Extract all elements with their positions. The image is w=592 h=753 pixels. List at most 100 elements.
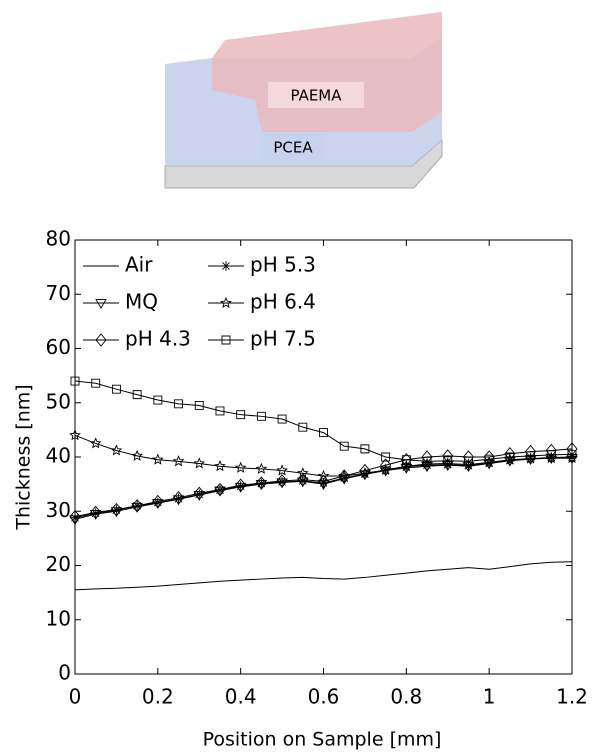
- legend-label: MQ: [125, 290, 158, 314]
- series: [70, 376, 577, 466]
- marker: [255, 476, 267, 490]
- marker: [546, 450, 556, 460]
- marker: [132, 500, 143, 511]
- marker: [484, 454, 494, 464]
- marker: [401, 455, 411, 465]
- y-tick-label: 70: [46, 281, 71, 305]
- marker: [546, 452, 557, 463]
- marker: [504, 455, 515, 466]
- label-box: [262, 134, 324, 160]
- marker: [214, 460, 226, 472]
- y-tick-label: 0: [58, 661, 71, 685]
- marker: [276, 464, 288, 476]
- marker: [567, 449, 577, 459]
- marker: [277, 414, 287, 424]
- marker: [111, 384, 121, 394]
- marker: [193, 457, 206, 469]
- marker: [400, 460, 413, 472]
- marker: [95, 333, 107, 347]
- legend-label: pH 5.3: [250, 253, 316, 277]
- marker: [194, 401, 204, 410]
- line: [74, 434, 572, 477]
- marker: [277, 476, 288, 487]
- marker: [110, 502, 123, 517]
- y-tick-label: 40: [46, 444, 71, 468]
- marker: [422, 456, 432, 466]
- marker: [70, 512, 80, 523]
- marker: [221, 261, 231, 271]
- marker: [296, 467, 309, 479]
- marker: [172, 455, 185, 467]
- series: [70, 452, 577, 523]
- x-tick-label: 0.4: [225, 685, 257, 709]
- series: [74, 561, 573, 591]
- legend-label: pH 7.5: [250, 327, 316, 351]
- legend-entry: pH 6.4: [208, 290, 316, 314]
- marker: [174, 399, 183, 409]
- series: [69, 454, 578, 526]
- legend-label: pH 6.4: [250, 290, 316, 314]
- marker: [95, 299, 107, 309]
- marker: [298, 422, 308, 432]
- x-tick-label: 0.8: [390, 685, 422, 709]
- illustration-label: PAEMA: [290, 87, 342, 105]
- marker: [379, 463, 392, 476]
- marker: [131, 499, 143, 513]
- illustration: PAEMA PCEA: [164, 12, 443, 189]
- marker: [214, 482, 226, 497]
- y-tick-label: 20: [46, 552, 71, 576]
- y-tick-label: 30: [46, 498, 71, 522]
- marker: [70, 376, 80, 386]
- marker: [111, 505, 122, 516]
- marker: [526, 451, 536, 461]
- marker: [220, 296, 232, 308]
- line: [74, 561, 573, 591]
- y-tick-label: 10: [46, 606, 71, 630]
- marker: [91, 378, 101, 388]
- marker: [359, 467, 371, 479]
- legend-entry: Air: [83, 253, 153, 277]
- x-tick-label: 0: [69, 685, 82, 709]
- label-box: [268, 82, 364, 108]
- x-tick-label: 0.2: [142, 685, 174, 709]
- marker: [464, 456, 473, 466]
- marker: [443, 456, 453, 466]
- line: [74, 380, 573, 462]
- marker: [505, 452, 515, 462]
- marker: [360, 444, 370, 454]
- x-tick-label: 1.2: [556, 685, 588, 709]
- marker: [567, 452, 577, 462]
- marker: [319, 428, 328, 438]
- marker: [89, 437, 102, 449]
- legend-entry: pH 7.5: [208, 327, 316, 351]
- y-tick-label: 80: [46, 227, 71, 251]
- legend-entry: MQ: [83, 290, 158, 314]
- marker: [317, 469, 330, 481]
- legend-label: pH 4.3: [125, 327, 191, 351]
- marker: [256, 478, 267, 489]
- marker: [153, 395, 163, 405]
- marker: [151, 453, 164, 465]
- marker: [255, 462, 268, 474]
- marker: [318, 478, 329, 489]
- marker: [338, 469, 351, 481]
- marker: [401, 461, 412, 472]
- marker: [234, 461, 247, 473]
- marker: [214, 485, 225, 496]
- x-axis-label: Position on Sample [mm]: [203, 729, 442, 751]
- x-tick-label: 1: [483, 685, 496, 709]
- y-tick-label: 60: [46, 335, 71, 359]
- marker: [173, 493, 184, 504]
- illustration-label: PCEA: [273, 139, 313, 157]
- marker: [339, 441, 349, 451]
- marker: [221, 335, 231, 345]
- y-tick-label: 50: [46, 389, 71, 413]
- marker: [215, 406, 225, 416]
- legend-entry: pH 4.3: [83, 327, 191, 351]
- legend-label: Air: [125, 253, 153, 277]
- marker: [194, 489, 205, 500]
- marker: [256, 411, 266, 421]
- marker: [236, 410, 246, 420]
- marker: [235, 481, 246, 492]
